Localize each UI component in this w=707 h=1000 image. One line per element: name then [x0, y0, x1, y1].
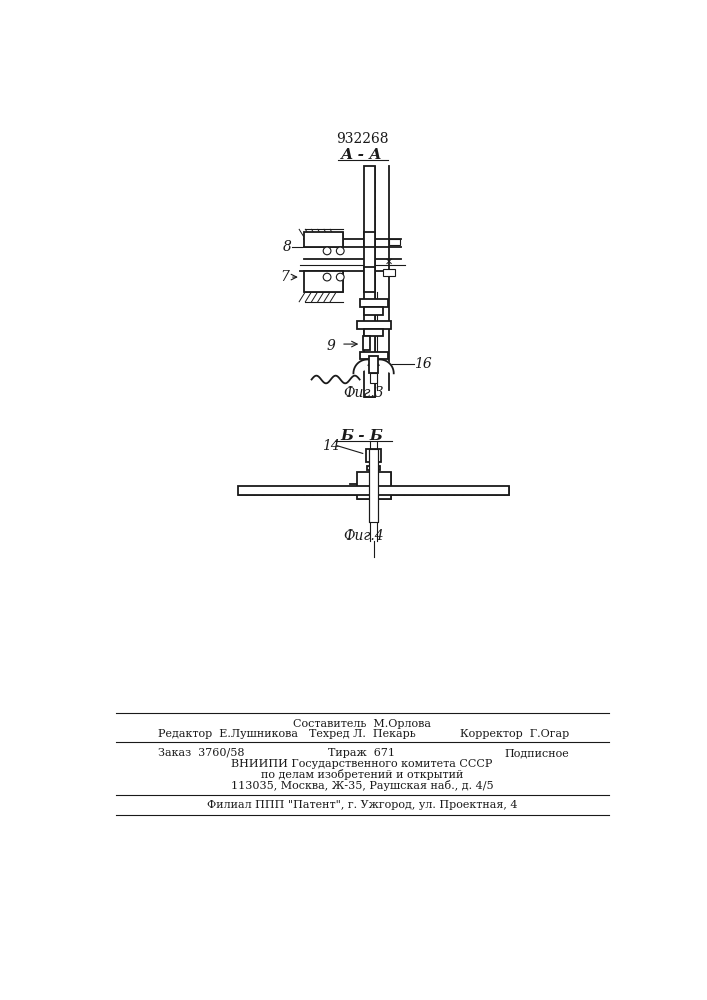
- Text: 7: 7: [280, 270, 289, 284]
- Text: Б - Б: Б - Б: [341, 429, 383, 443]
- Polygon shape: [354, 359, 379, 373]
- Bar: [364, 267, 375, 292]
- Text: А - А: А - А: [341, 148, 382, 162]
- Bar: [356, 472, 391, 499]
- Bar: [363, 336, 370, 350]
- Bar: [383, 269, 395, 276]
- Text: 16: 16: [414, 357, 432, 371]
- Text: 9: 9: [327, 339, 335, 353]
- Bar: [364, 307, 383, 315]
- Text: 932268: 932268: [336, 132, 388, 146]
- Bar: [304, 232, 343, 247]
- Text: Фиг.4: Фиг.4: [343, 529, 384, 543]
- Bar: [364, 166, 375, 397]
- Bar: [366, 449, 381, 462]
- Bar: [370, 373, 377, 383]
- Bar: [238, 486, 509, 495]
- Text: Техред Л.  Пекарь: Техред Л. Пекарь: [308, 729, 415, 739]
- Circle shape: [337, 247, 344, 255]
- Bar: [356, 321, 391, 329]
- Text: Фиг.3: Фиг.3: [343, 386, 384, 400]
- Text: ВНИИПИ Государственного комитета СССР: ВНИИПИ Государственного комитета СССР: [231, 759, 493, 769]
- Bar: [364, 329, 383, 336]
- Bar: [356, 472, 391, 499]
- Bar: [364, 166, 375, 397]
- Circle shape: [337, 273, 344, 281]
- Bar: [360, 299, 387, 307]
- Text: Заказ  3760/58: Заказ 3760/58: [158, 748, 245, 758]
- Circle shape: [323, 247, 331, 255]
- Text: Составитель  М.Орлова: Составитель М.Орлова: [293, 719, 431, 729]
- Text: Тираж  671: Тираж 671: [329, 748, 395, 758]
- Text: Корректор  Г.Огар: Корректор Г.Огар: [460, 729, 569, 739]
- Bar: [304, 232, 343, 247]
- Text: 8: 8: [282, 240, 291, 254]
- Bar: [369, 356, 378, 373]
- Polygon shape: [368, 359, 394, 373]
- Text: 14: 14: [322, 439, 340, 453]
- Text: Филиал ППП "Патент", г. Ужгород, ул. Проектная, 4: Филиал ППП "Патент", г. Ужгород, ул. Про…: [206, 800, 518, 810]
- Bar: [368, 466, 380, 470]
- Text: по делам изобретений и открытий: по делам изобретений и открытий: [261, 769, 463, 780]
- Text: Подписное: Подписное: [504, 748, 569, 758]
- Bar: [238, 486, 509, 495]
- Circle shape: [323, 273, 331, 281]
- Bar: [304, 271, 343, 292]
- Text: Редактор  Е.Лушникова: Редактор Е.Лушникова: [158, 729, 298, 739]
- Bar: [389, 239, 400, 245]
- Text: 113035, Москва, Ж-35, Раушская наб., д. 4/5: 113035, Москва, Ж-35, Раушская наб., д. …: [230, 780, 493, 791]
- Bar: [304, 271, 343, 292]
- Bar: [364, 232, 375, 247]
- Bar: [360, 352, 387, 359]
- Bar: [369, 449, 378, 522]
- Text: ✕: ✕: [385, 257, 393, 267]
